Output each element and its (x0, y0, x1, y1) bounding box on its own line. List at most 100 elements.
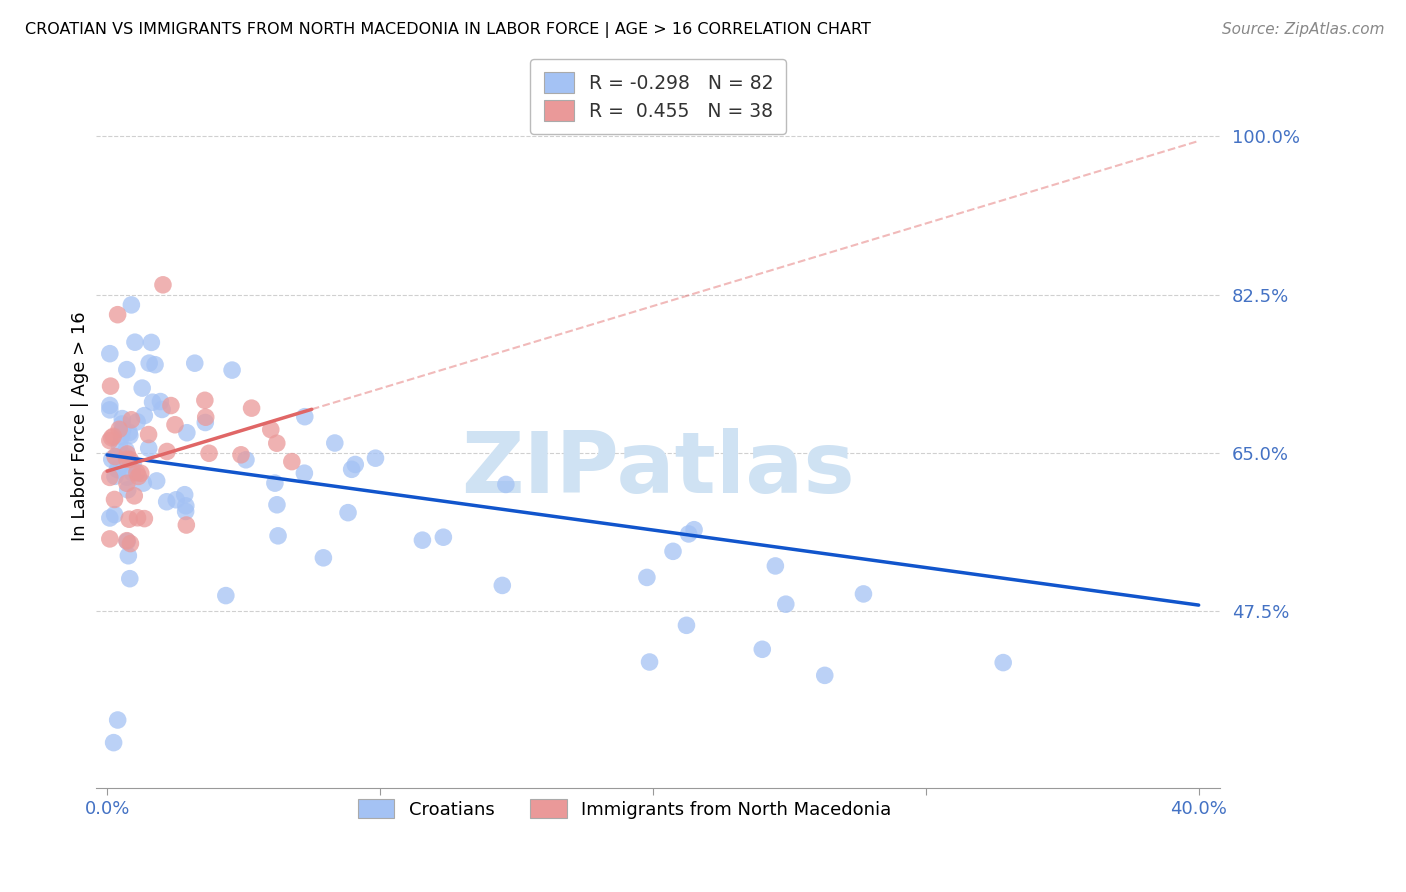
Text: CROATIAN VS IMMIGRANTS FROM NORTH MACEDONIA IN LABOR FORCE | AGE > 16 CORRELATIO: CROATIAN VS IMMIGRANTS FROM NORTH MACEDO… (25, 22, 872, 38)
Point (114, 449, 136, 463)
Point (104, 469, 127, 483)
Point (173, 488, 195, 502)
Point (115, 476, 138, 491)
Point (125, 466, 148, 480)
Text: ZIPatlas: ZIPatlas (461, 428, 855, 511)
Point (340, 462, 363, 476)
Point (149, 394, 172, 409)
Point (111, 424, 134, 438)
Point (138, 356, 160, 370)
Point (312, 550, 335, 565)
Point (176, 518, 198, 533)
Point (98, 398, 121, 412)
Point (104, 450, 127, 464)
Point (115, 443, 138, 458)
Point (118, 512, 141, 526)
Point (108, 439, 131, 453)
Point (683, 523, 706, 537)
Point (107, 308, 129, 322)
Point (124, 489, 146, 503)
Point (101, 452, 124, 467)
Legend: Croatians, Immigrants from North Macedonia: Croatians, Immigrants from North Macedon… (350, 791, 898, 826)
Point (98, 470, 121, 484)
Point (134, 409, 156, 423)
Point (107, 463, 129, 477)
Point (174, 504, 197, 518)
Point (323, 436, 346, 450)
Point (138, 441, 160, 455)
Point (281, 455, 304, 469)
Point (100, 431, 122, 445)
Point (115, 534, 138, 549)
Point (675, 618, 697, 632)
Point (141, 395, 163, 409)
Point (121, 413, 143, 427)
Point (120, 536, 142, 550)
Point (174, 499, 197, 513)
Point (103, 736, 125, 750)
Point (198, 446, 221, 460)
Point (266, 436, 288, 450)
Point (121, 466, 143, 480)
Point (98, 434, 121, 448)
Point (491, 578, 513, 592)
Point (163, 417, 186, 432)
Point (638, 655, 661, 669)
Point (495, 477, 517, 491)
Point (105, 462, 128, 476)
Point (636, 570, 658, 584)
Point (145, 474, 167, 488)
Point (411, 533, 433, 548)
Point (432, 530, 454, 544)
Point (814, 668, 837, 682)
Point (127, 415, 149, 429)
Point (115, 533, 138, 548)
Point (344, 458, 367, 472)
Point (111, 417, 134, 431)
Point (115, 452, 138, 467)
Point (165, 492, 187, 507)
Point (184, 356, 207, 370)
Point (775, 597, 797, 611)
Point (132, 476, 155, 491)
Point (118, 572, 141, 586)
Point (117, 549, 139, 563)
Point (104, 508, 127, 522)
Point (678, 527, 700, 541)
Point (117, 483, 139, 497)
Point (266, 498, 288, 512)
Point (134, 511, 156, 525)
Point (292, 466, 315, 480)
Point (118, 428, 141, 442)
Point (98, 346, 121, 360)
Text: Source: ZipAtlas.com: Source: ZipAtlas.com (1222, 22, 1385, 37)
Point (160, 399, 183, 413)
Point (118, 452, 141, 467)
Point (194, 393, 217, 408)
Point (127, 469, 149, 483)
Point (117, 447, 139, 461)
Point (143, 358, 166, 372)
Point (107, 713, 129, 727)
Point (120, 298, 142, 312)
Y-axis label: In Labor Force | Age > 16: In Labor Force | Age > 16 (72, 311, 89, 541)
Point (118, 425, 141, 440)
Point (138, 427, 160, 442)
Point (763, 558, 786, 573)
Point (103, 429, 125, 443)
Point (267, 529, 290, 543)
Point (115, 470, 138, 484)
Point (141, 335, 163, 350)
Point (156, 444, 179, 458)
Point (98, 511, 121, 525)
Point (235, 452, 257, 467)
Point (337, 506, 360, 520)
Point (993, 656, 1015, 670)
Point (215, 589, 238, 603)
Point (98, 532, 121, 546)
Point (240, 401, 263, 416)
Point (110, 429, 132, 443)
Point (122, 457, 145, 471)
Point (131, 381, 153, 395)
Point (176, 425, 198, 440)
